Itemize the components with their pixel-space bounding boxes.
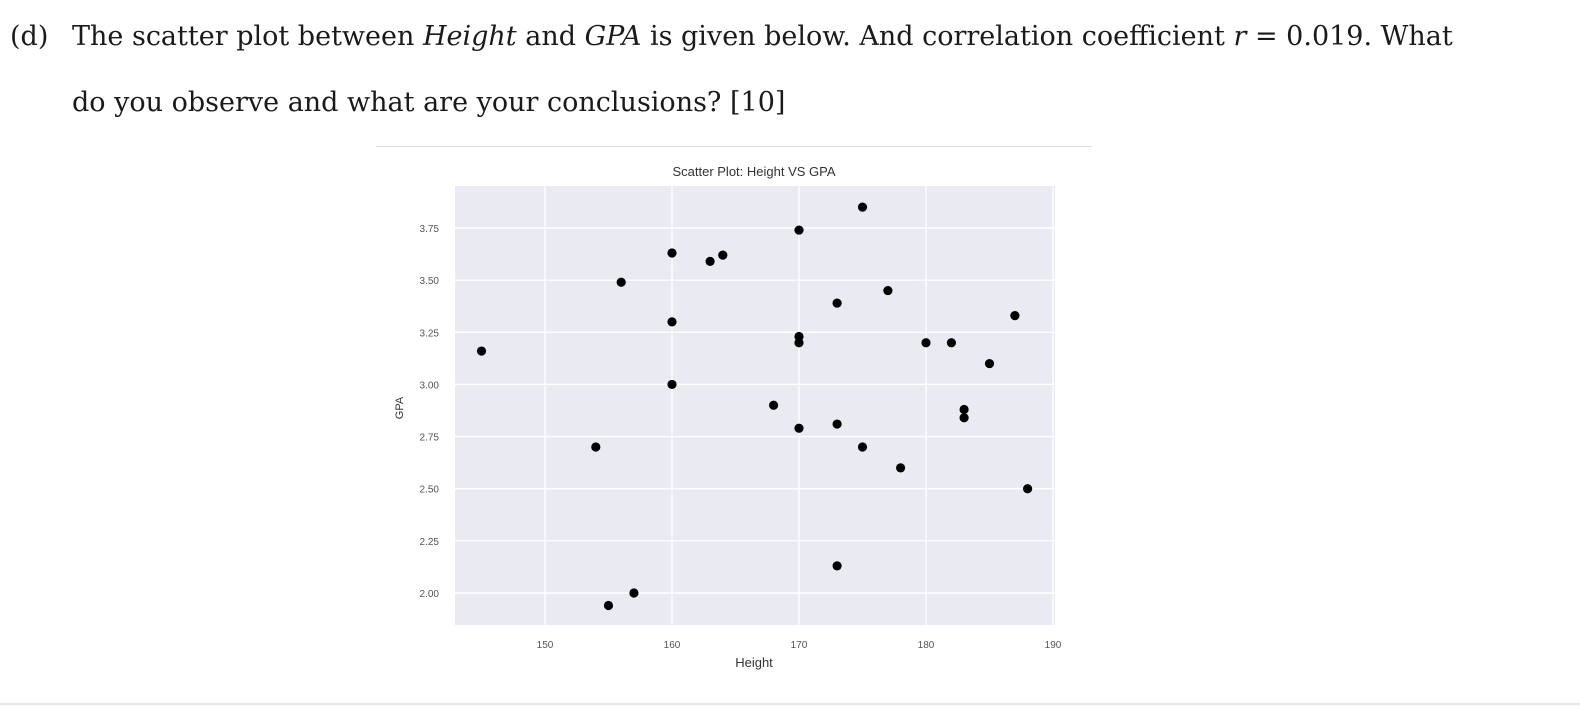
data-point — [667, 379, 677, 390]
question-line-1: (d) The scatter plot between Height and G… — [10, 4, 1453, 70]
x-tick-label: 160 — [664, 640, 681, 651]
data-point — [476, 346, 487, 356]
question-text-part: = 0.019. What — [1246, 21, 1453, 52]
data-point — [921, 338, 931, 348]
data-point — [667, 317, 677, 327]
data-point — [857, 442, 868, 452]
x-tick-label: 190 — [1045, 640, 1062, 651]
data-point — [832, 419, 842, 429]
data-point — [769, 400, 779, 410]
x-axis-label: Height — [735, 655, 773, 670]
scatter-chart: Scatter Plot: Height VS GPA 150 160 170 180… — [394, 164, 1062, 670]
y-axis-ticks: 2.00 2.25 2.50 2.75 3.00 3.25 3.50 3.75 — [420, 224, 440, 600]
x-axis-ticks: 150 160 170 180 190 — [537, 640, 1062, 651]
data-point — [629, 588, 639, 598]
y-tick-label: 3.50 — [420, 276, 440, 287]
x-tick-label: 180 — [918, 640, 935, 651]
data-point — [946, 338, 957, 348]
data-point — [667, 248, 677, 258]
data-point — [1023, 484, 1033, 494]
chart-title: Scatter Plot: Height VS GPA — [672, 164, 835, 179]
data-point — [616, 277, 626, 287]
math-gpa: GPA — [584, 21, 642, 52]
data-point — [1010, 311, 1020, 321]
question-text-part: The scatter plot between — [72, 21, 423, 52]
y-axis-label: GPA — [394, 396, 406, 419]
data-point — [857, 202, 868, 212]
data-point — [832, 298, 842, 308]
data-point — [705, 256, 715, 266]
y-tick-label: 3.75 — [420, 224, 440, 235]
question-text-part: is given below. And correlation coeffici… — [641, 21, 1234, 52]
data-point — [959, 413, 969, 423]
math-r: r — [1233, 21, 1247, 52]
scatter-figure: Scatter Plot: Height VS GPA 150 160 170 180… — [376, 146, 1092, 682]
data-point — [718, 250, 728, 260]
data-point — [794, 423, 804, 433]
x-tick-label: 150 — [537, 640, 554, 651]
math-height: Height — [422, 21, 517, 52]
question-label: (d) — [10, 21, 49, 52]
question-text-part: and — [516, 21, 585, 52]
plot-background — [455, 186, 1055, 625]
data-point — [883, 285, 893, 296]
y-tick-label: 2.25 — [420, 537, 440, 548]
y-tick-label: 3.00 — [420, 380, 440, 391]
y-tick-label: 2.50 — [420, 485, 440, 496]
data-point — [794, 338, 804, 348]
data-point — [591, 442, 601, 452]
y-tick-label: 2.75 — [420, 433, 440, 444]
data-points — [476, 202, 1033, 611]
data-point — [832, 561, 842, 571]
y-tick-label: 2.00 — [420, 589, 440, 600]
figure-top-rule — [376, 146, 1092, 147]
y-tick-label: 3.25 — [420, 328, 440, 339]
data-point — [959, 404, 969, 415]
data-point — [794, 225, 804, 235]
data-point — [603, 600, 614, 611]
x-tick-label: 170 — [791, 640, 808, 651]
plot-area — [455, 186, 1055, 625]
page-bottom-rule — [0, 703, 1580, 705]
data-point — [896, 463, 906, 473]
question-line-2: do you observe and what are your conclus… — [72, 87, 786, 118]
data-point — [984, 358, 995, 369]
